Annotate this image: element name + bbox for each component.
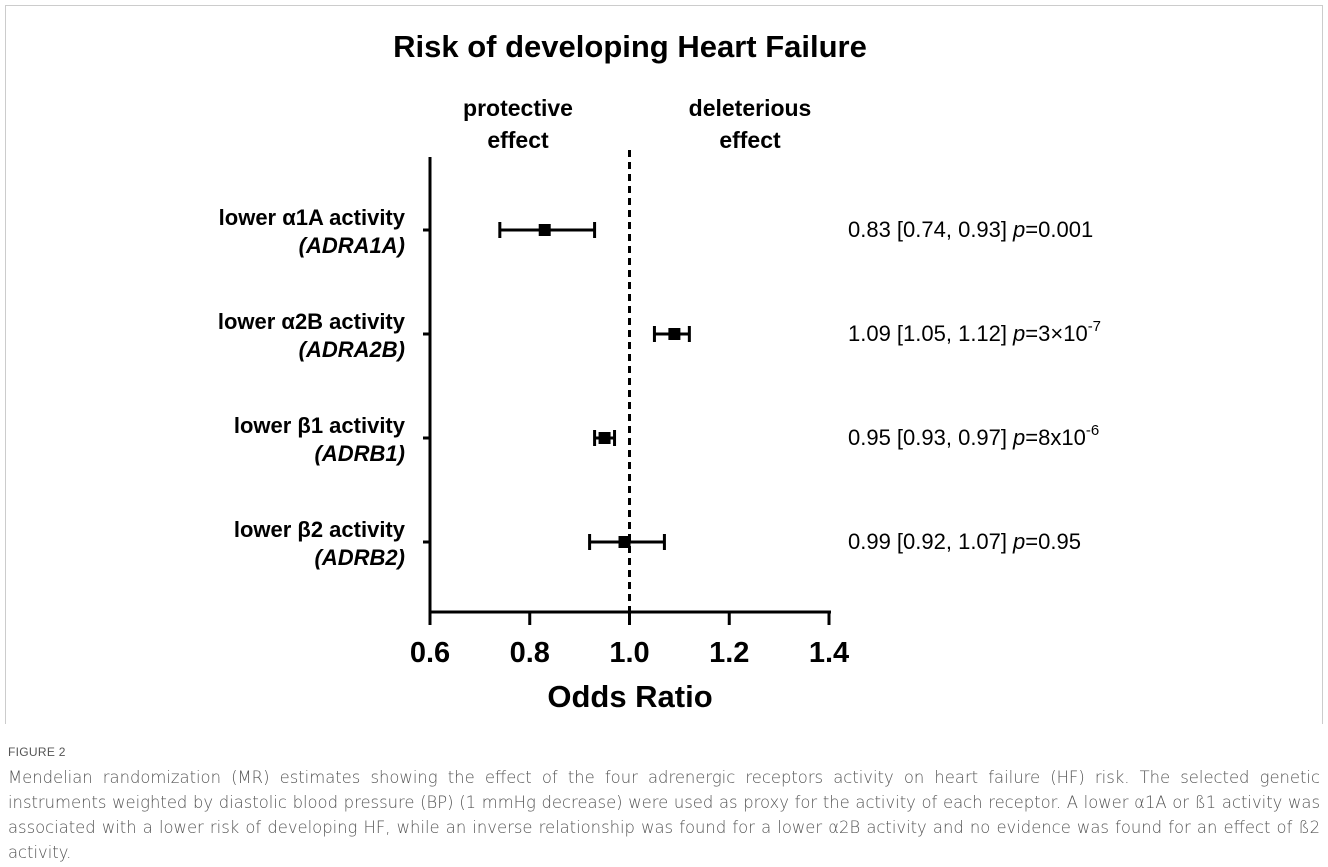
x-tick-label: 0.8 (510, 637, 550, 669)
gene-label: (ADRA2B) (299, 337, 405, 362)
p-value: =3×10 (1025, 321, 1087, 346)
point-estimate (618, 536, 631, 548)
gene-label: (ADRB1) (315, 441, 405, 466)
x-tick-label: 1.2 (709, 637, 749, 669)
point-estimate (598, 432, 611, 444)
p-symbol: p (1012, 321, 1025, 346)
annotation: protective (463, 95, 573, 121)
x-tick-label: 0.6 (410, 637, 450, 669)
estimate-text: 0.99 [0.92, 1.07] (848, 529, 1007, 554)
estimate-label: 0.83 [0.74, 0.93] p=0.001 (848, 217, 1093, 242)
figure-label: FIGURE 2 (8, 745, 66, 759)
annotation: effect (719, 127, 781, 153)
estimate-text: 1.09 [1.05, 1.12] (848, 321, 1007, 346)
p-value: =0.95 (1025, 529, 1081, 554)
gene-label: (ADRA1A) (299, 233, 405, 258)
point-estimate (668, 328, 681, 340)
gene-label: (ADRB2) (315, 545, 405, 570)
p-symbol: p (1012, 217, 1025, 242)
estimate-label: 1.09 [1.05, 1.12] p=3×10-7 (848, 318, 1101, 346)
p-symbol: p (1012, 529, 1025, 554)
p-exponent: -7 (1088, 318, 1101, 335)
estimate-text: 0.83 [0.74, 0.93] (848, 217, 1007, 242)
point-estimate (538, 224, 551, 236)
estimate-text: 0.95 [0.93, 0.97] (848, 425, 1007, 450)
caption: Mendelian randomization (MR) estimates s… (8, 768, 1320, 862)
annotation: deleterious (689, 95, 812, 121)
p-value: =8x10 (1025, 425, 1086, 450)
estimate-label: 0.95 [0.93, 0.97] p=8x10-6 (848, 422, 1099, 450)
x-tick-label: 1.4 (809, 637, 849, 669)
chart: Risk of developing Heart Failure protect… (218, 29, 1101, 714)
chart-title: Risk of developing Heart Failure (393, 29, 867, 64)
annotation: effect (487, 127, 549, 153)
p-value: =0.001 (1025, 217, 1093, 242)
p-exponent: -6 (1086, 422, 1099, 439)
row-label: lower β2 activity (234, 517, 406, 542)
row-label: lower β1 activity (234, 413, 406, 438)
figure-frame (5, 5, 1323, 724)
row-label: lower α2B activity (218, 309, 406, 334)
p-symbol: p (1012, 425, 1025, 450)
estimate-label: 0.99 [0.92, 1.07] p=0.95 (848, 529, 1081, 554)
row-label: lower α1A activity (219, 205, 406, 230)
x-tick-label: 1.0 (609, 637, 649, 669)
x-axis-title: Odds Ratio (547, 679, 712, 714)
